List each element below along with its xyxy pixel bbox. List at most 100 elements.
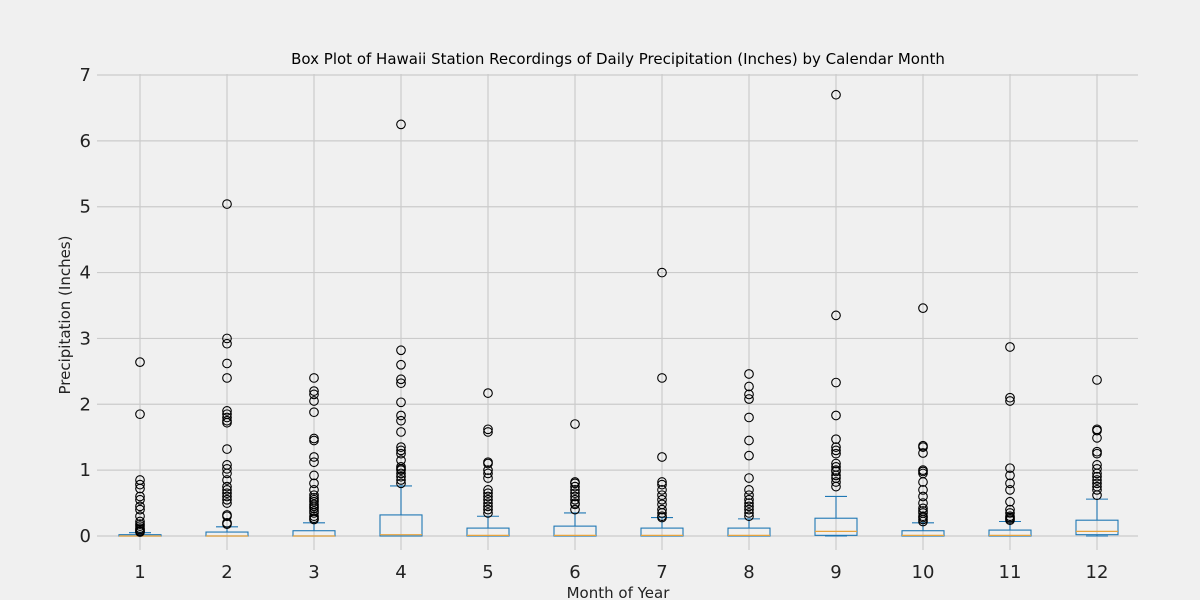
outlier-point [135,504,145,515]
outlier-point [309,514,319,525]
iqr-box [814,517,858,536]
outlier-point [918,442,928,452]
iqr-box [901,530,945,537]
outlier-point [222,199,232,209]
y-tick-label: 1 [80,460,91,481]
outlier-point [1092,485,1102,495]
outlier-point [1005,392,1015,403]
x-tick-label: 9 [830,562,841,583]
outlier-point [222,494,232,505]
outlier-point [831,410,841,421]
outlier-point [222,519,232,529]
outlier-point [657,494,667,505]
iqr-box [727,527,771,537]
outlier-point [570,499,580,510]
outlier-point [222,463,232,474]
outlier-point [135,491,145,502]
outlier-point [657,267,667,278]
outlier-point [135,483,145,494]
outlier-point [657,508,667,518]
outlier-point [918,303,928,313]
outlier-point [744,508,754,518]
outlier-point [483,458,493,469]
iqr-box [466,527,510,537]
outlier-point [396,119,406,130]
outlier-point [918,477,928,487]
outlier-point [483,508,493,518]
outlier-point [309,485,319,495]
outlier-point [1092,425,1102,436]
outlier-point [570,491,580,502]
outlier-point [657,490,667,501]
outlier-point [396,359,406,370]
outlier-point [396,468,406,479]
outlier-point [570,481,580,492]
outlier-point [222,338,232,349]
outlier-point [483,468,493,479]
outlier-point [309,457,319,468]
outlier-point [396,397,406,408]
outlier-point [135,516,145,527]
outlier-point [483,504,493,515]
box-month-2 [205,199,249,537]
outlier-point [1092,448,1102,459]
outlier-point [135,409,145,420]
outlier-point [1092,490,1102,501]
outlier-point [222,481,232,492]
outlier-point [570,419,580,429]
outlier-point [396,465,406,475]
box-month-1 [118,357,162,537]
outlier-point [744,369,754,379]
outlier-point [744,381,754,392]
outlier-point [135,357,145,367]
outlier-point [222,498,232,508]
outlier-point [309,503,319,514]
outlier-point [918,491,928,502]
outlier-point [396,415,406,426]
outlier-point [1005,508,1015,518]
outlier-point [1092,468,1102,479]
outlier-point [657,479,667,490]
iqr-box [553,525,597,537]
outlier-point [918,503,928,514]
iqr-box [988,529,1032,537]
outlier-point [222,358,232,369]
outlier-point [570,485,580,495]
outlier-point [222,468,232,479]
outlier-point [570,504,580,515]
outlier-point [1092,433,1102,443]
x-axis-label: Month of Year [567,584,671,600]
outlier-point [135,501,145,512]
outlier-point [309,508,319,518]
outlier-point [744,412,754,423]
outlier-point [831,377,841,388]
y-tick-label: 7 [80,65,91,86]
box-month-5 [466,388,510,537]
outlier-point [744,490,754,501]
outlier-point [309,490,319,501]
box-month-6 [553,419,597,537]
outlier-point [483,424,493,435]
outlier-point [657,452,667,462]
outlier-point [657,373,667,383]
outlier-point [744,394,754,404]
outlier-point [1092,471,1102,482]
outlier-point [483,427,493,437]
x-tick-label: 3 [308,562,319,583]
x-tick-label: 11 [999,562,1022,583]
outlier-point [1005,470,1015,481]
x-tick-label: 8 [743,562,754,583]
outlier-point [831,310,841,321]
outlier-point [396,475,406,485]
outlier-point [309,496,319,507]
outlier-point [309,373,319,383]
outlier-point [1005,504,1015,515]
y-axis-label: Precipitation (Inches) [56,236,74,395]
outlier-point [222,406,232,416]
outlier-point [1005,485,1015,495]
box-month-10 [901,303,945,537]
outlier-point [918,448,928,458]
outlier-point [744,504,754,515]
